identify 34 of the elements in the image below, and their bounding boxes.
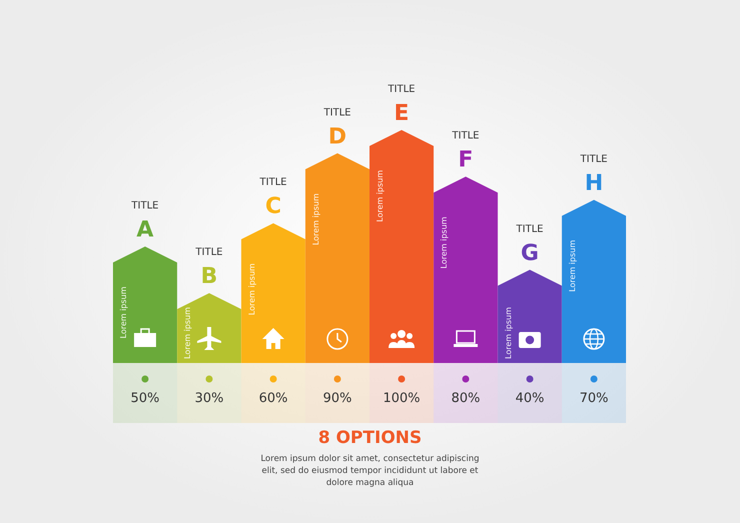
data-label: 60% [258, 391, 288, 406]
annotation: TITLE [515, 224, 544, 235]
text: Lorem ipsum dolor sit amet, consectetur adipiscing elit, sed do eiusmod tempor incididunt ut labore et dolore magna aliqua [260, 454, 480, 488]
annotation: Lorem ipsum [568, 240, 577, 292]
data-label: 30% [194, 391, 224, 406]
annotation: TITLE [194, 247, 223, 258]
annotation: TITLE [579, 154, 608, 165]
x-tick-label: H [584, 170, 604, 196]
data-label: 80% [451, 391, 480, 406]
text: TITLE [387, 84, 416, 95]
x-tick-label: F [458, 148, 474, 173]
x-tick-label: B [200, 264, 218, 290]
annotation: TITLE [258, 177, 287, 188]
annotation: TITLE [130, 200, 159, 212]
annotation: Lorem ipsum [311, 193, 320, 246]
annotation: Lorem ipsum [119, 286, 128, 338]
x-tick-label: G [520, 240, 539, 266]
annotation: Lorem ipsum [247, 263, 256, 316]
data-label: 40% [515, 391, 544, 406]
data-label: 100% [382, 391, 420, 406]
annotation: TITLE [451, 130, 480, 142]
x-tick-label: E [394, 101, 410, 126]
data-label: 70% [579, 391, 608, 406]
annotation: Lorem ipsum [183, 306, 192, 359]
annotation: Lorem ipsum [440, 216, 449, 269]
text: 8 OPTIONS [318, 428, 422, 448]
x-tick-label: A [136, 218, 154, 242]
annotation: Lorem ipsum [376, 170, 384, 222]
annotation: Lorem ipsum [504, 306, 513, 359]
data-label: 90% [322, 391, 352, 406]
data-label: 50% [130, 391, 160, 406]
x-tick-label: C [265, 194, 282, 220]
text: TITLE [322, 107, 351, 118]
x-tick-label: D [328, 124, 347, 150]
